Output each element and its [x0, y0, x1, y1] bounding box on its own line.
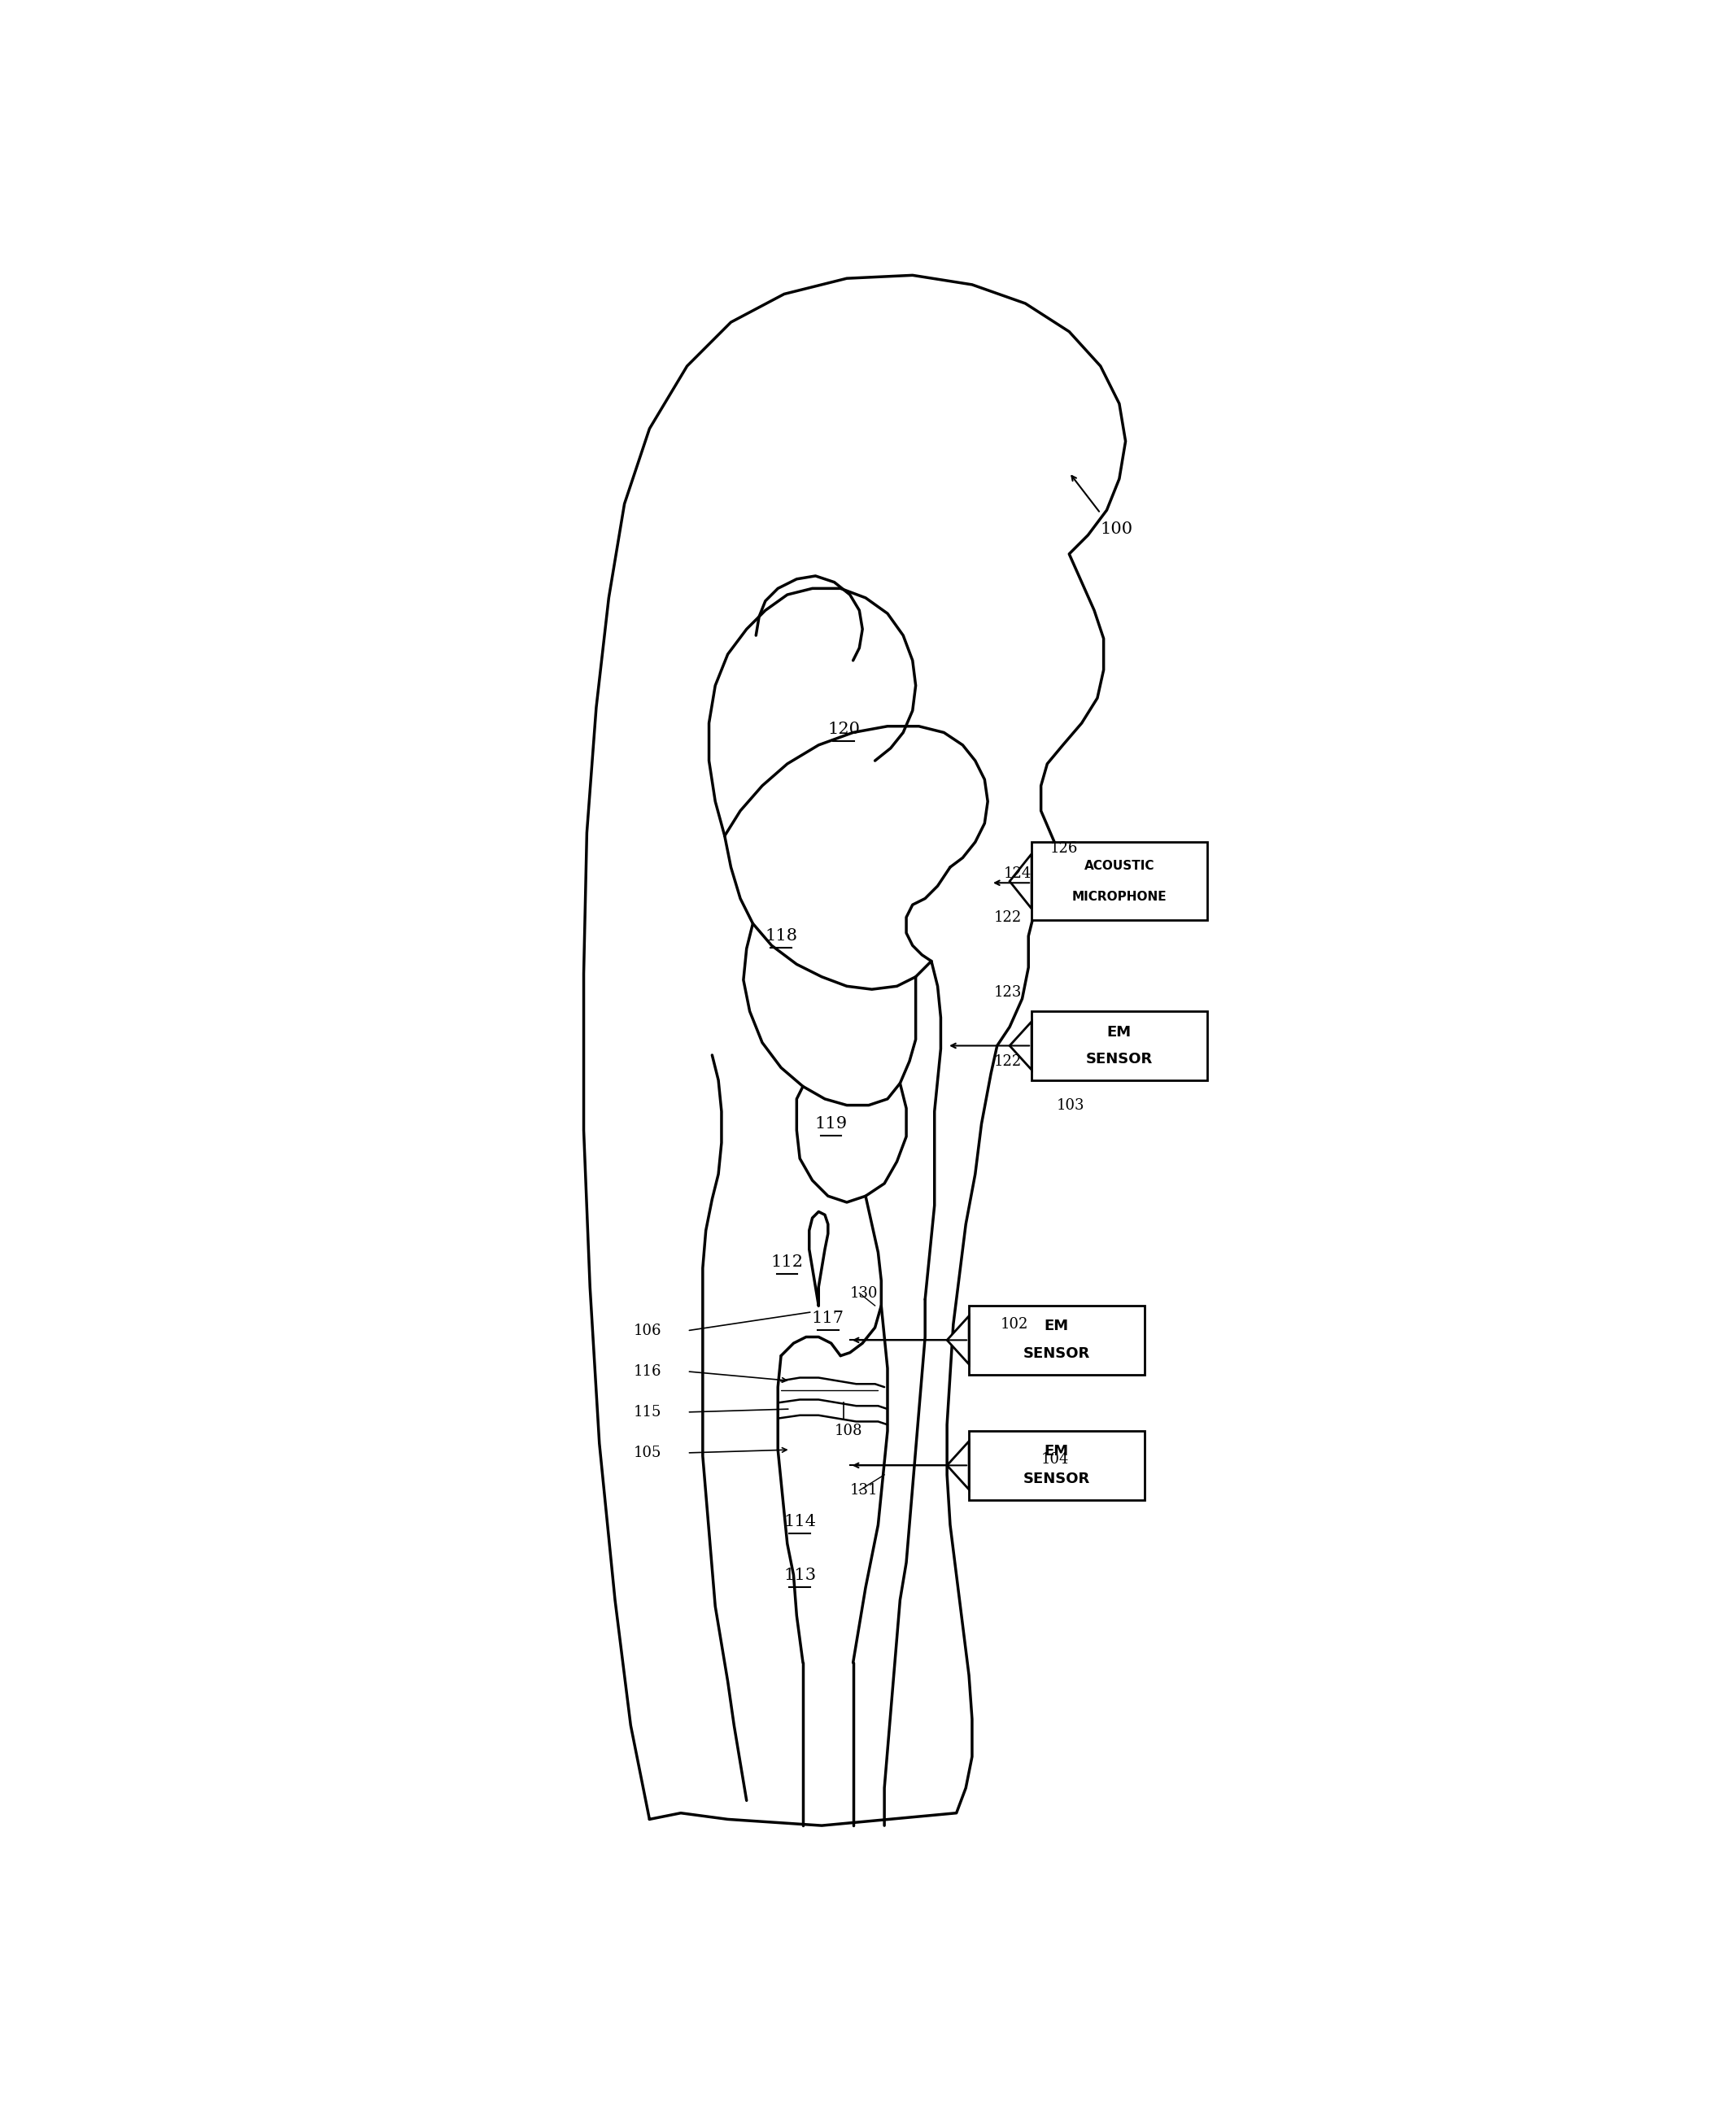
Text: 122: 122: [995, 1053, 1023, 1068]
Text: 122: 122: [995, 910, 1023, 925]
Text: 116: 116: [634, 1364, 661, 1378]
Polygon shape: [948, 1442, 969, 1490]
Text: SENSOR: SENSOR: [1023, 1347, 1090, 1362]
Bar: [969, 1305, 1144, 1374]
Bar: [969, 1431, 1144, 1499]
Polygon shape: [1010, 1022, 1031, 1070]
Text: 119: 119: [814, 1117, 847, 1131]
Text: 120: 120: [828, 722, 859, 737]
Text: MICROPHONE: MICROPHONE: [1071, 891, 1167, 904]
Text: 130: 130: [851, 1286, 878, 1300]
Text: 112: 112: [771, 1254, 804, 1269]
Text: 118: 118: [766, 929, 797, 944]
Text: 105: 105: [634, 1446, 661, 1461]
Text: 113: 113: [783, 1566, 816, 1583]
Polygon shape: [948, 1315, 969, 1364]
Text: 115: 115: [634, 1404, 661, 1419]
Text: 102: 102: [1000, 1317, 1028, 1332]
Text: 103: 103: [1057, 1098, 1085, 1112]
Text: 106: 106: [634, 1324, 661, 1338]
Text: 126: 126: [1050, 840, 1078, 855]
Text: 117: 117: [812, 1311, 844, 1326]
Bar: [1031, 1011, 1207, 1081]
Text: EM: EM: [1108, 1024, 1132, 1039]
Text: 100: 100: [1101, 521, 1134, 536]
Text: 104: 104: [1042, 1452, 1069, 1467]
Text: EM: EM: [1045, 1319, 1069, 1334]
Text: 114: 114: [783, 1514, 816, 1530]
Text: 131: 131: [851, 1484, 878, 1497]
Text: ACOUSTIC: ACOUSTIC: [1083, 859, 1154, 872]
Text: 108: 108: [835, 1423, 863, 1438]
Text: EM: EM: [1045, 1444, 1069, 1459]
Bar: [1031, 842, 1207, 920]
Polygon shape: [1010, 853, 1031, 908]
Text: 123: 123: [995, 986, 1023, 1001]
Text: 124: 124: [1003, 866, 1031, 880]
Text: SENSOR: SENSOR: [1085, 1051, 1153, 1066]
Text: SENSOR: SENSOR: [1023, 1471, 1090, 1486]
